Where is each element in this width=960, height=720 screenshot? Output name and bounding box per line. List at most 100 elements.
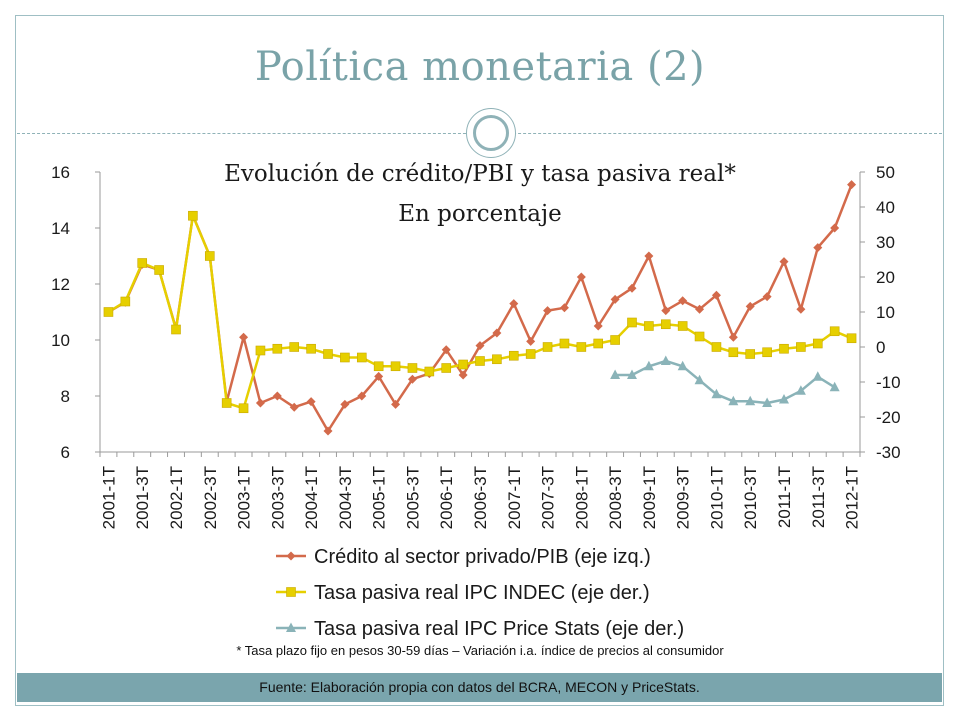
data-point [660,319,671,330]
x-tick-label: 2004-3T [336,466,355,529]
y-right-tick-label: -10 [876,373,901,392]
data-point [508,350,519,361]
data-point [509,299,519,309]
data-point [559,338,570,349]
data-point [475,341,485,351]
legend-label: Tasa pasiva real IPC INDEC (eje der.) [314,582,650,604]
x-tick-label: 2005-1T [370,466,389,529]
data-point [272,391,282,401]
footnote: * Tasa plazo fijo en pesos 30-59 días – … [236,643,724,658]
y-left-tick-label: 12 [51,275,70,294]
x-tick-label: 2005-3T [403,466,422,529]
y-left-tick-label: 14 [51,219,70,238]
data-point [694,374,705,385]
data-point [356,352,367,363]
legend: Crédito al sector privado/PIB (eje izq.)… [276,546,684,640]
data-point [678,296,688,306]
series-line [107,214,853,410]
data-point [323,349,333,359]
data-point [407,374,417,384]
data-point [188,210,198,221]
chart-subtitle: En porcentaje [398,201,561,227]
data-point [492,328,502,338]
data-point [576,342,587,352]
data-point [593,338,604,349]
legend-item: Crédito al sector privado/PIB (eje izq.) [276,546,651,568]
data-point [660,355,671,365]
data-point [796,342,806,352]
data-point [374,371,384,381]
x-tick-label: 2010-3T [741,466,760,529]
series-layer [103,180,857,436]
slide-title: Política monetaria (2) [254,44,706,90]
data-point [762,397,773,407]
data-point [694,331,705,342]
data-point [830,223,840,233]
legend-label: Tasa pasiva real IPC Price Stats (eje de… [314,618,684,640]
data-point [221,398,232,408]
data-point [542,342,553,352]
data-point [475,356,485,366]
x-tick-label: 2003-1T [235,466,254,529]
data-point [711,290,721,300]
series-1 [103,180,857,436]
y-right-tick-label: -30 [876,443,901,462]
data-point [120,296,131,307]
data-point [745,349,756,359]
data-point [627,317,637,328]
data-point [847,180,857,190]
data-point [610,294,620,304]
x-tick-label: 2008-1T [572,466,591,529]
data-point [644,321,654,331]
source-bar: Fuente: Elaboración propia con datos del… [17,673,942,702]
data-point [728,332,738,342]
data-point [492,354,502,365]
data-point [677,360,688,371]
data-point [627,283,637,293]
data-point [829,326,840,337]
data-point [762,347,772,358]
data-point [627,369,637,379]
data-point [238,403,249,414]
data-point [441,363,452,373]
data-point [644,251,654,261]
y-left-tick-label: 16 [51,163,70,182]
data-point [711,388,722,399]
data-point [677,321,688,331]
data-point [407,363,418,373]
data-point [779,394,789,404]
x-axis-ticks: 2001-1T 2001-3T 2002-1T 2002-3T 2003-1T 2003-… [99,452,862,529]
legend-label: Crédito al sector privado/PIB (eje izq.) [314,546,651,568]
legend-marker [286,587,296,597]
x-tick-label: 2011-1T [775,466,794,528]
data-point [610,335,620,345]
data-point [795,385,806,395]
x-tick-label: 2012-1T [843,466,862,529]
x-tick-label: 2009-3T [674,466,693,529]
data-point [526,336,536,346]
legend-item: Tasa pasiva real IPC INDEC (eje der.) [276,582,650,604]
x-tick-label: 2001-3T [133,466,152,529]
x-tick-label: 2011-3T [809,466,828,528]
x-tick-label: 2009-1T [640,466,659,529]
series-3 [610,355,840,407]
legend-marker [286,551,296,561]
x-tick-label: 2002-3T [201,466,220,529]
x-tick-label: 2007-3T [539,466,558,529]
y-right-tick-label: 0 [876,338,885,357]
data-point [306,343,316,354]
data-point [137,258,148,268]
data-point [728,395,739,406]
data-point [728,347,739,358]
data-point [390,361,401,372]
legend-marker [286,622,296,632]
x-tick-label: 2010-1T [707,466,726,529]
data-point [289,342,300,352]
data-point [458,359,468,370]
data-point [711,342,722,352]
data-point [441,345,451,355]
data-point [458,370,468,380]
data-point [171,324,181,335]
data-point [391,399,401,409]
